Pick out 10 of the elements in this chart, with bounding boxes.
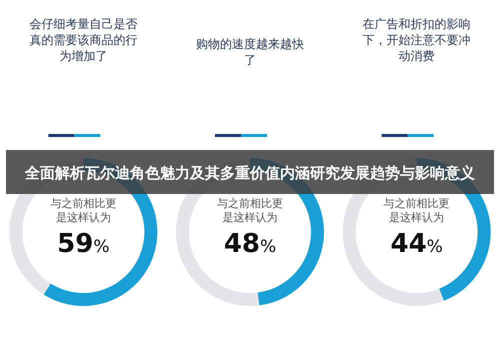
chart-title: 在广告和折扣的影响下，开始注意不要冲动消费 <box>362 17 471 63</box>
text: 48% <box>224 229 276 259</box>
text: 全面解析瓦尔迪角色魅力及其多重价值内涵研究发展趋势与影响意义 <box>24 164 476 182</box>
text: 59% <box>57 229 110 259</box>
chart-title: 会仔细考量自己是否真的需要该商品的行为增加了 <box>29 17 138 63</box>
text: 与之前相比更是这样认为 <box>50 197 116 224</box>
text: 与之前相比更是这样认为 <box>384 197 450 224</box>
chart-title: 购物的速度越来越快了 <box>196 37 304 67</box>
text: 44% <box>390 229 443 259</box>
text: 与之前相比更是这样认为 <box>217 197 283 224</box>
